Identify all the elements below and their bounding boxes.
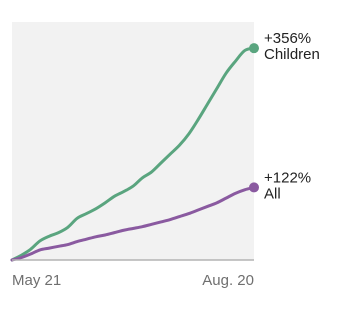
annotation-value-children: +356% <box>264 30 311 47</box>
x-ticks: May 21 Aug. 20 <box>12 272 254 289</box>
annotation-value-all: +122% <box>264 169 311 186</box>
x-tick-label: Aug. 20 <box>202 272 254 289</box>
series-line-all <box>10 185 256 262</box>
series-endpoint-all <box>249 182 259 193</box>
annotations-layer: +356%Children +122%All <box>264 30 320 202</box>
series-endpoint-children <box>249 43 259 54</box>
series-layer <box>10 43 259 262</box>
plot-background <box>12 22 254 260</box>
x-tick-label: May 21 <box>12 272 61 289</box>
annotation-label-children: Children <box>264 46 320 63</box>
annotation-label-all: All <box>264 185 281 202</box>
series-line-children <box>10 46 256 262</box>
